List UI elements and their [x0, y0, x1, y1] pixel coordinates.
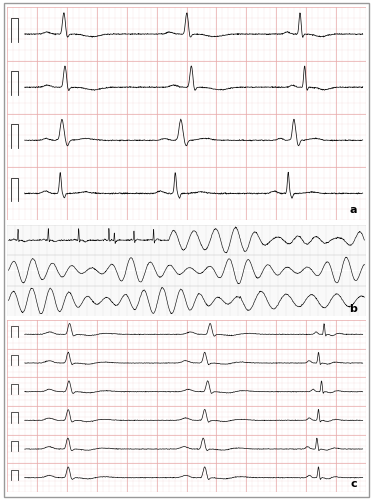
- Text: c: c: [351, 479, 357, 489]
- Text: a: a: [350, 204, 357, 214]
- Text: b: b: [350, 304, 357, 314]
